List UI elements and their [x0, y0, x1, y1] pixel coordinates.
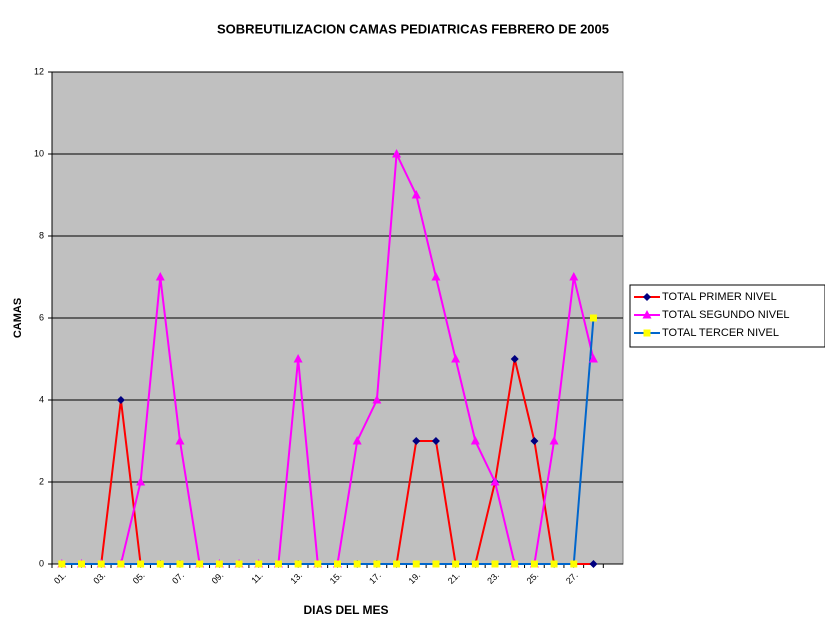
data-point	[372, 395, 382, 404]
y-tick-label: 8	[39, 230, 44, 240]
data-point	[136, 477, 146, 486]
x-tick-label: 21.	[446, 570, 462, 586]
legend-marker	[643, 329, 651, 337]
data-point	[58, 560, 66, 568]
data-point	[334, 560, 341, 568]
data-point	[432, 560, 440, 568]
data-point	[412, 437, 421, 445]
y-tick-label: 6	[39, 312, 44, 322]
x-tick-label: 01.	[52, 570, 68, 586]
data-point	[293, 354, 303, 363]
legend-marker	[642, 310, 652, 319]
x-tick-label: 05.	[131, 570, 147, 586]
data-point	[117, 560, 125, 568]
data-point	[451, 354, 461, 363]
data-point	[137, 560, 145, 568]
series-line	[61, 317, 595, 565]
legend-label: TOTAL SEGUNDO NIVEL	[662, 309, 790, 321]
data-point	[353, 560, 361, 568]
x-tick-label: 25.	[525, 570, 541, 586]
x-tick-label: 13.	[288, 570, 304, 586]
y-tick-label: 12	[34, 66, 44, 76]
y-tick-label: 0	[39, 558, 44, 568]
data-point	[411, 190, 421, 199]
data-point	[175, 436, 185, 445]
x-tick-label: 03.	[91, 570, 107, 586]
y-tick-label: 4	[39, 394, 44, 404]
data-point	[570, 560, 578, 568]
data-point	[431, 437, 440, 445]
data-point	[588, 354, 598, 363]
x-tick-label: 17.	[367, 570, 383, 586]
data-point	[569, 272, 579, 281]
data-point	[215, 560, 223, 568]
legend-label: TOTAL TERCER NIVEL	[662, 327, 779, 339]
x-tick-label: 09.	[210, 570, 226, 586]
chart-title: SOBREUTILIZACION CAMAS PEDIATRICAS FEBRE…	[217, 21, 609, 36]
data-point	[510, 355, 519, 363]
data-point	[255, 560, 263, 568]
x-tick-label: 23.	[485, 570, 501, 586]
data-point	[314, 560, 322, 568]
data-point	[116, 396, 125, 404]
y-tick-label: 2	[39, 476, 44, 486]
x-tick-label: 27.	[564, 570, 580, 586]
data-point	[470, 436, 480, 445]
data-point	[471, 560, 479, 568]
x-tick-label: 11.	[249, 570, 264, 585]
data-point	[294, 560, 302, 568]
data-point	[392, 149, 402, 158]
data-point	[78, 560, 86, 568]
data-point	[490, 477, 500, 486]
x-tick-label: 15.	[328, 570, 344, 586]
data-point	[196, 560, 204, 568]
y-tick-label: 10	[34, 148, 44, 158]
data-point	[550, 560, 558, 568]
data-point	[452, 560, 460, 568]
data-point	[352, 436, 362, 445]
data-point	[589, 314, 597, 322]
data-point	[176, 560, 184, 568]
legend-box	[629, 284, 825, 348]
data-point	[373, 560, 381, 568]
data-point	[235, 560, 243, 568]
legend-label: TOTAL PRIMER NIVEL	[662, 291, 777, 303]
data-point	[549, 436, 559, 445]
data-point	[431, 272, 441, 281]
y-axis-title: CAMAS	[12, 298, 24, 338]
data-point	[412, 560, 420, 568]
data-point	[530, 437, 539, 445]
legend-marker	[643, 293, 651, 301]
data-point	[393, 560, 401, 568]
data-point	[491, 560, 499, 568]
data-point	[511, 560, 519, 568]
data-point	[589, 560, 598, 568]
data-point	[274, 560, 282, 568]
x-axis-title: DIAS DEL MES	[303, 603, 388, 617]
data-point	[155, 272, 165, 281]
x-tick-label: 07.	[170, 570, 186, 586]
x-tick-label: 19.	[406, 570, 422, 586]
data-point	[97, 560, 105, 568]
data-point	[530, 560, 538, 568]
data-point	[156, 560, 164, 568]
